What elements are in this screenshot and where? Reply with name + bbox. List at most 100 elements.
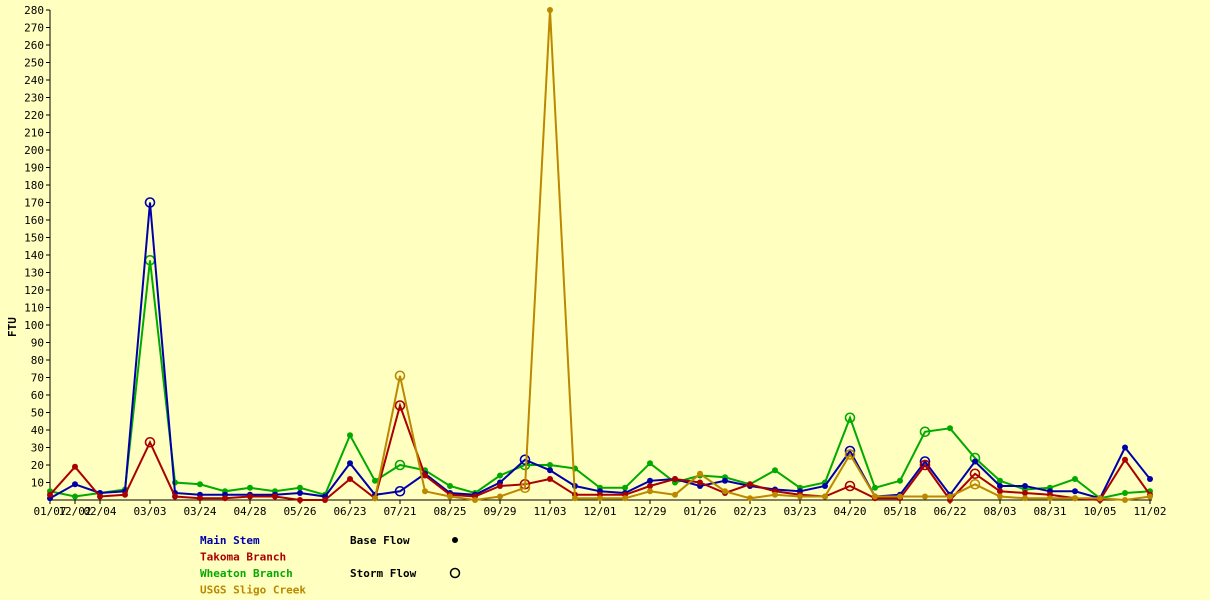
x-tick-label: 01/26 xyxy=(683,505,716,518)
base-flow-point xyxy=(972,458,978,465)
y-tick-label: 230 xyxy=(24,92,44,105)
base-flow-point xyxy=(997,477,1003,484)
series-line xyxy=(374,9,1151,502)
storm-flow-point xyxy=(394,370,406,382)
base-flow-point xyxy=(497,483,503,489)
x-tick-label: 01/07 xyxy=(33,505,66,518)
base-flow-point xyxy=(197,481,203,488)
series-line xyxy=(49,260,1151,500)
base-flow-point xyxy=(897,477,903,484)
base-flow-point xyxy=(247,493,253,500)
base-flow-point xyxy=(1147,493,1153,500)
y-tick-label: 250 xyxy=(24,57,44,70)
storm-flow-point xyxy=(919,459,931,471)
y-tick-label: 280 xyxy=(24,4,44,17)
base-flow-point xyxy=(322,497,328,503)
y-tick-label: 130 xyxy=(24,267,44,280)
base-flow-point xyxy=(297,484,303,491)
base-flow-point xyxy=(447,483,453,489)
base-flow-point xyxy=(822,493,828,500)
series-line xyxy=(49,202,1151,500)
base-flow-point xyxy=(72,481,78,488)
y-tick-label: 140 xyxy=(24,249,44,262)
legend-base-flow-marker xyxy=(452,537,458,543)
base-flow-point xyxy=(97,493,103,500)
base-flow-point xyxy=(372,495,378,502)
base-flow-point xyxy=(247,484,253,491)
y-tick-label: 150 xyxy=(24,232,44,245)
x-tick-label: 04/20 xyxy=(833,505,866,518)
base-flow-point xyxy=(1072,476,1078,482)
y-tick-label: 110 xyxy=(24,302,44,315)
series-usgs-sligo-creek xyxy=(372,7,1153,503)
base-flow-point xyxy=(797,493,803,500)
y-tick-label: 270 xyxy=(24,22,44,35)
storm-flow-point xyxy=(844,480,856,492)
x-tick-label: 12/02 xyxy=(58,505,91,518)
base-flow-point xyxy=(447,493,453,500)
base-flow-point xyxy=(1072,488,1078,495)
base-flow-point xyxy=(47,491,53,498)
legend-entry: Takoma Branch xyxy=(200,551,286,564)
base-flow-point xyxy=(922,493,928,500)
base-flow-point xyxy=(722,488,728,495)
y-tick-label: 260 xyxy=(24,39,44,52)
legend: Main Stem Takoma Branch Wheaton Branch USGS… xyxy=(200,534,461,597)
base-flow-point xyxy=(422,488,428,495)
storm-flow-point xyxy=(144,436,156,448)
x-tick-label: 03/23 xyxy=(783,505,816,518)
base-flow-point xyxy=(622,484,628,491)
series-layer xyxy=(47,7,1153,503)
y-axis-label: FTU xyxy=(6,317,19,337)
storm-flow-point xyxy=(394,485,406,497)
y-tick-label: 180 xyxy=(24,179,44,192)
storm-flow-point xyxy=(969,468,981,480)
x-tick-label: 07/21 xyxy=(383,505,416,518)
base-flow-point xyxy=(222,495,228,502)
storm-flow-point xyxy=(394,459,406,471)
storm-flow-point xyxy=(519,454,531,466)
y-tick-label: 190 xyxy=(24,162,44,175)
base-flow-point xyxy=(647,477,653,484)
base-flow-point xyxy=(72,463,78,470)
base-flow-point xyxy=(497,472,503,479)
y-tick-label: 160 xyxy=(24,214,44,227)
base-flow-point xyxy=(1022,483,1028,489)
base-flow-point xyxy=(872,493,878,500)
base-flow-point xyxy=(347,432,353,439)
base-flow-point xyxy=(997,488,1003,495)
x-tick-label: 05/26 xyxy=(283,505,316,518)
base-flow-point xyxy=(772,467,778,474)
base-flow-point xyxy=(347,460,353,467)
base-flow-point xyxy=(1122,456,1128,463)
base-flow-point xyxy=(897,493,903,500)
x-tick-label: 08/03 xyxy=(983,505,1016,518)
base-flow-point xyxy=(1022,495,1028,502)
y-tick-label: 170 xyxy=(24,197,44,210)
base-flow-point xyxy=(997,493,1003,500)
x-tick-label: 03/03 xyxy=(133,505,166,518)
x-tick-label: 08/25 xyxy=(433,505,466,518)
base-flow-point xyxy=(347,476,353,482)
base-flow-point xyxy=(697,470,703,477)
x-tick-label: 02/23 xyxy=(733,505,766,518)
base-flow-point xyxy=(547,462,553,468)
base-flow-point xyxy=(1047,495,1053,502)
base-flow-point xyxy=(547,467,553,474)
base-flow-point xyxy=(1022,490,1028,496)
legend-entry: Wheaton Branch xyxy=(200,567,293,580)
base-flow-point xyxy=(572,495,578,502)
x-tick-label: 09/29 xyxy=(483,505,516,518)
y-tick-label: 20 xyxy=(31,459,44,472)
base-flow-point xyxy=(197,495,203,502)
series-wheaton-branch xyxy=(47,254,1153,502)
x-tick-label: 12/01 xyxy=(583,505,616,518)
x-tick-label: 10/05 xyxy=(1083,505,1116,518)
x-tick-label: 11/03 xyxy=(533,505,566,518)
base-flow-point xyxy=(722,477,728,484)
base-flow-point xyxy=(472,497,478,503)
base-flow-point xyxy=(547,476,553,482)
x-tick-label: 02/04 xyxy=(83,505,116,518)
storm-flow-point xyxy=(844,449,856,460)
